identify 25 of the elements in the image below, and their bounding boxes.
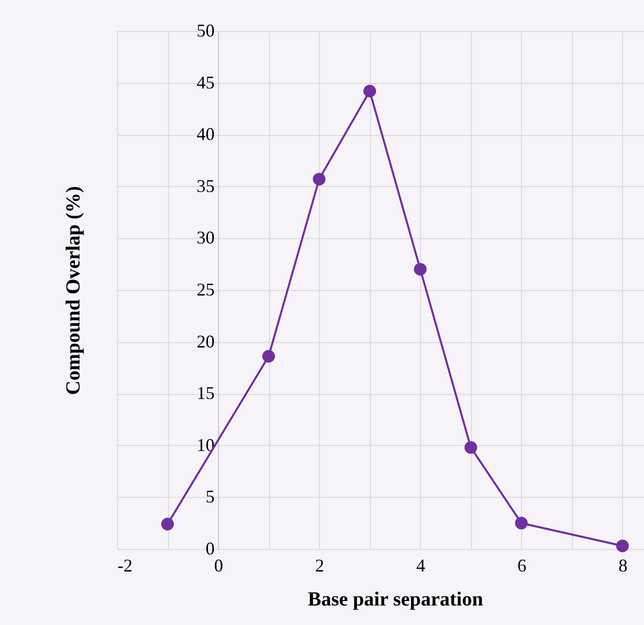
x-tick-label: 4	[416, 556, 426, 576]
y-tick-label: 20	[196, 331, 215, 352]
x-tick-label: -2	[118, 556, 132, 576]
point	[616, 540, 629, 552]
y-tick-label: 0	[206, 538, 215, 558]
y-tick-label: 30	[196, 228, 215, 248]
point	[262, 350, 275, 363]
y-axis-title: Compound Overlap (%)	[62, 186, 84, 395]
x-axis-title: Base pair separation	[308, 588, 484, 610]
x-tick-label: 8	[618, 556, 628, 576]
point	[515, 516, 528, 530]
y-tick-label: 15	[196, 383, 215, 404]
y-tick-label: 5	[206, 486, 215, 507]
point	[363, 84, 376, 98]
point	[414, 262, 427, 276]
y-tick-label: 40	[196, 124, 215, 144]
y-tick-label: 25	[196, 280, 215, 300]
point	[464, 441, 478, 454]
point	[161, 518, 174, 530]
x-tick-label: 2	[315, 556, 324, 576]
y-tick-label: 50	[196, 20, 215, 40]
y-tick-label: 35	[196, 176, 215, 196]
y-tick-label: 45	[196, 72, 215, 92]
point	[312, 172, 326, 186]
x-tick-label: 6	[517, 556, 526, 576]
